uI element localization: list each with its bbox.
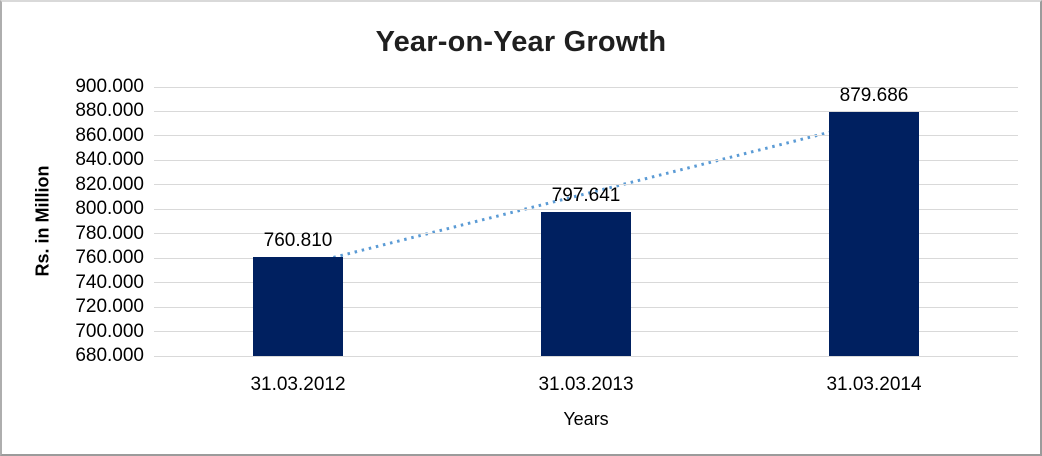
y-tick-label: 840.000 — [75, 149, 144, 171]
gridline — [154, 208, 1018, 210]
bar-value-label: 797.641 — [551, 185, 621, 207]
y-tick-label: 700.000 — [75, 320, 144, 342]
x-axis-ticks: 31.03.2012 31.03.2013 31.03.2014 — [154, 373, 1018, 397]
y-tick-label: 900.000 — [75, 76, 144, 97]
gridline — [154, 355, 1018, 357]
bar — [541, 212, 631, 356]
bar-value-label: 760.810 — [263, 230, 333, 252]
y-tick-label: 800.000 — [75, 198, 144, 220]
bar — [253, 257, 343, 356]
y-tick-label: 880.000 — [75, 100, 144, 122]
y-tick-label: 680.000 — [75, 345, 144, 366]
y-tick-label: 820.000 — [75, 173, 144, 195]
plot-area: 760.810 797.641 879.686 — [154, 84, 1018, 357]
y-tick-label: 720.000 — [75, 296, 144, 318]
x-axis-title: Years — [563, 409, 609, 429]
bar-value-label: 879.686 — [839, 84, 909, 106]
y-tick-label: 740.000 — [75, 271, 144, 293]
gridline — [154, 110, 1018, 112]
x-tick-label: 31.03.2012 — [250, 374, 346, 395]
bar — [829, 111, 919, 356]
chart-title: Year-on-Year Growth — [375, 26, 667, 58]
y-tick-label: 760.000 — [75, 247, 144, 269]
gridline — [154, 135, 1018, 137]
x-tick-label: 31.03.2013 — [538, 374, 634, 395]
gridline — [154, 184, 1018, 186]
x-tick-label: 31.03.2014 — [826, 374, 922, 395]
gridline — [154, 86, 1018, 88]
y-axis-ticks: 900.000 880.000 860.000 840.000 820.000 800.0… — [2, 76, 144, 366]
y-tick-label: 860.000 — [75, 124, 144, 146]
gridline — [154, 159, 1018, 161]
y-tick-label: 780.000 — [75, 222, 144, 244]
